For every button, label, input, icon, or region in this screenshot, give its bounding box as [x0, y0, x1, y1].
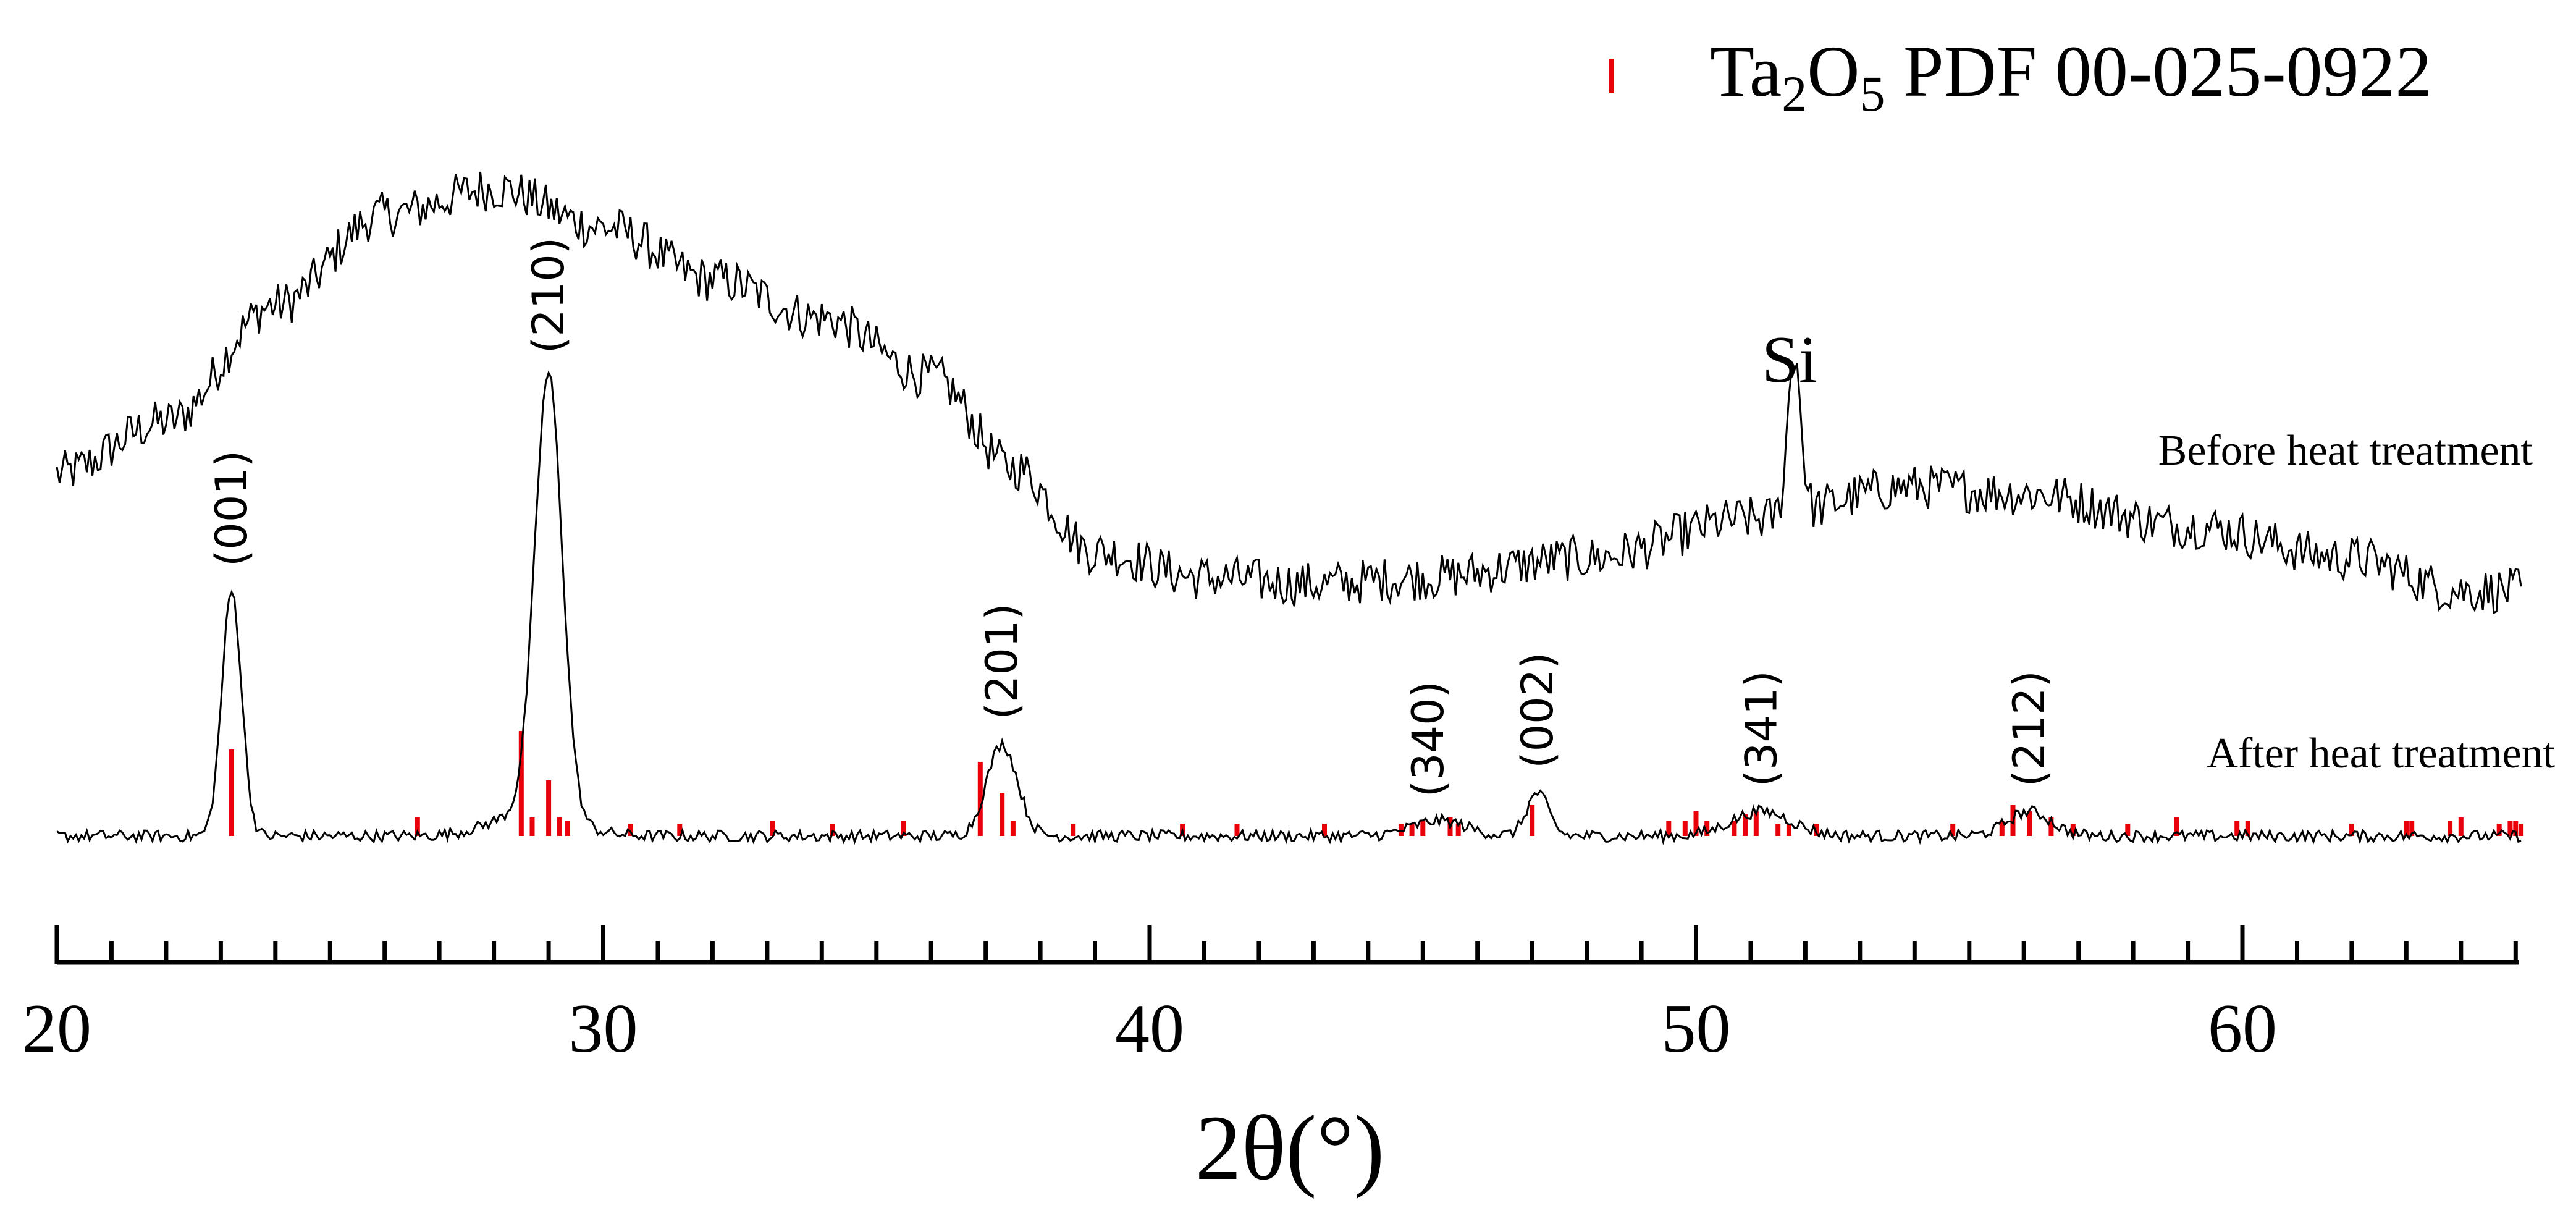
reference-line-12	[977, 762, 983, 836]
reference-line-44	[2245, 821, 2250, 836]
peak-label-212: (212)	[2004, 670, 2055, 787]
reference-line-35	[1950, 824, 1956, 836]
peak-label-201: (201)	[977, 603, 1027, 719]
reference-line-23	[1455, 824, 1461, 836]
reference-line-7	[628, 824, 633, 836]
x-tick-label-30: 30	[569, 990, 638, 1067]
series-before-heat-treatment	[56, 171, 2522, 615]
x-axis-ticks	[54, 925, 2518, 964]
legend-label-ta2o5: Ta2O5 PDF 00-025-0922	[1710, 31, 2432, 122]
x-axis: 20 30 40 50 60 2θ(°)	[22, 925, 2519, 1199]
reference-line-39	[2048, 817, 2054, 836]
reference-line-33	[1786, 824, 1791, 836]
legend-label-part-pdf: PDF 00-025-0922	[1885, 31, 2431, 112]
reference-line-26	[1682, 821, 1688, 836]
peak-labels: (001) (210) (201) (340) (002) (341) (212)	[206, 237, 2055, 797]
reference-line-45	[2349, 824, 2354, 836]
x-tick-label-60: 60	[2208, 990, 2277, 1067]
reference-line-38	[2027, 811, 2032, 836]
reference-line-0	[229, 749, 234, 836]
reference-line-48	[2448, 821, 2453, 836]
legend-label-part-o: O	[1807, 31, 1859, 112]
reference-line-5	[557, 817, 562, 836]
reference-line-15	[1071, 824, 1076, 836]
legend-label-part-ta: Ta	[1710, 31, 1782, 112]
annotation-si: Si	[1762, 323, 1817, 397]
reference-line-28	[1704, 821, 1710, 836]
reference-line-20	[1409, 824, 1415, 836]
legend-label-sub-2: 2	[1782, 65, 1807, 122]
peak-label-340: (340)	[1403, 681, 1454, 797]
reference-line-51	[2507, 821, 2513, 836]
reference-line-47	[2409, 821, 2415, 836]
reference-line-40	[2070, 824, 2076, 836]
reference-line-42	[2174, 817, 2179, 836]
reference-line-36	[1999, 821, 2005, 836]
reference-line-6	[565, 821, 570, 836]
reference-line-24	[1530, 805, 1535, 836]
reference-line-50	[2496, 824, 2502, 836]
reference-line-30	[1743, 814, 1748, 836]
reference-line-46	[2404, 821, 2409, 836]
reference-line-53	[2519, 824, 2524, 836]
peak-label-002: (002)	[1512, 652, 1563, 768]
reference-line-32	[1775, 824, 1781, 836]
reference-line-21	[1420, 821, 1426, 836]
peak-label-210: (210)	[523, 237, 574, 353]
reference-line-27	[1693, 811, 1699, 836]
reference-line-17	[1234, 824, 1240, 836]
legend-label-sub-5: 5	[1859, 65, 1885, 122]
reference-line-13	[1000, 793, 1005, 836]
reference-line-34	[1814, 824, 1819, 836]
reference-line-41	[2125, 824, 2131, 836]
reference-line-49	[2458, 817, 2464, 836]
reference-line-52	[2513, 821, 2519, 836]
reference-line-43	[2234, 821, 2240, 836]
x-tick-label-40: 40	[1115, 990, 1184, 1067]
peak-label-341: (341)	[1736, 670, 1787, 787]
reference-line-10	[830, 824, 835, 836]
reference-line-31	[1753, 811, 1759, 836]
reference-line-14	[1010, 821, 1016, 836]
legend: Ta2O5 PDF 00-025-0922	[1609, 31, 2432, 122]
series-label-before-heat-treatment: Before heat treatment	[2158, 427, 2533, 475]
reference-line-18	[1322, 824, 1327, 836]
x-axis-tick-labels: 20 30 40 50 60	[22, 990, 2277, 1067]
reference-line-2	[518, 731, 524, 836]
x-tick-label-20: 20	[22, 990, 91, 1067]
series-after-heat-treatment	[56, 370, 2522, 845]
reference-line-9	[770, 821, 775, 836]
reference-line-29	[1732, 821, 1737, 836]
series-label-after-heat-treatment: After heat treatment	[2207, 730, 2555, 777]
reference-line-1	[415, 817, 420, 836]
x-axis-title: 2θ(°)	[1195, 1097, 1385, 1199]
reference-line-3	[529, 817, 535, 836]
peak-label-001: (001)	[206, 450, 257, 567]
legend-symbol-ta2o5	[1609, 59, 1614, 93]
reference-line-8	[677, 824, 683, 836]
reference-line-11	[901, 821, 906, 836]
reference-line-4	[546, 780, 552, 836]
x-tick-label-50: 50	[1662, 990, 1731, 1067]
reference-line-25	[1666, 821, 1672, 836]
